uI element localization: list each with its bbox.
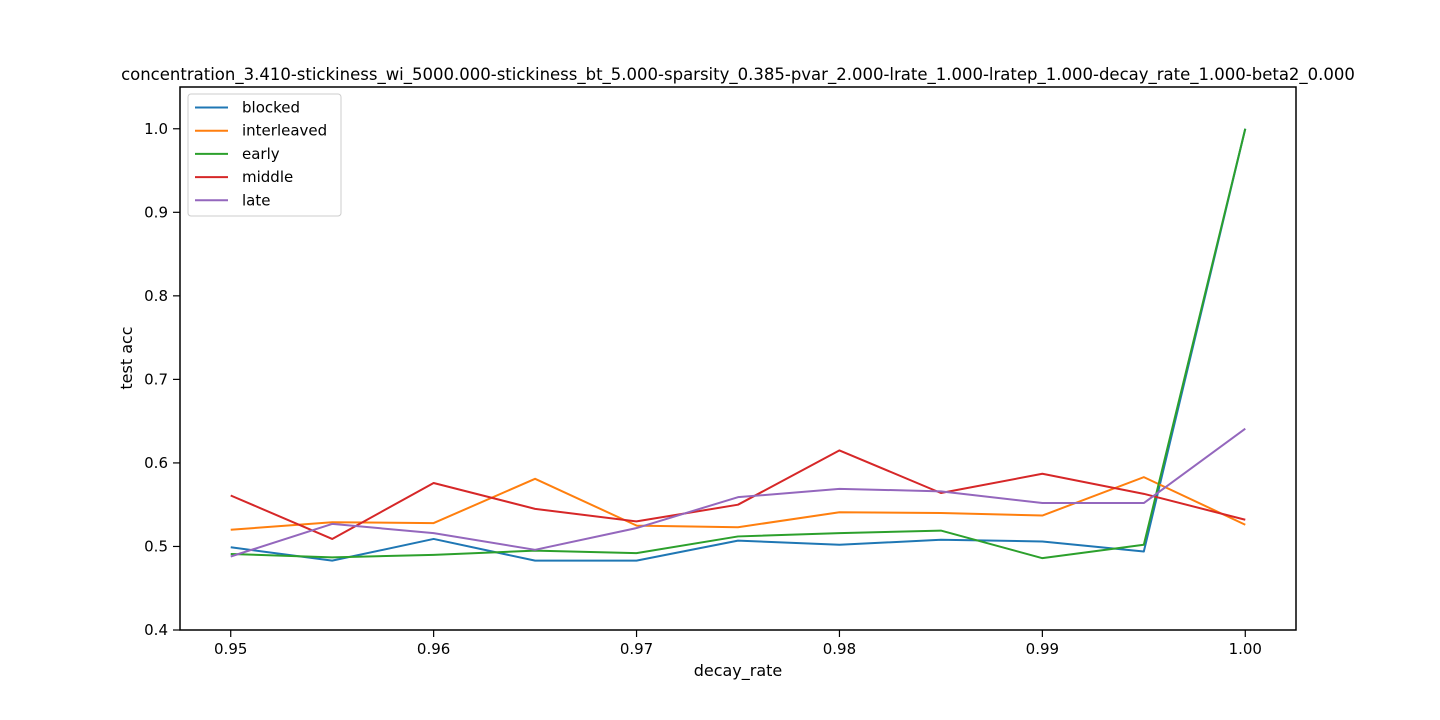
series-line-early	[230, 128, 1247, 560]
y-tick-label: 0.4	[144, 621, 168, 639]
x-axis-ticks: 0.95 0.96 0.97 0.98 0.99 1.00	[214, 630, 1262, 658]
x-tick-label: 0.97	[620, 640, 653, 658]
y-tick-label: 0.5	[144, 537, 168, 555]
legend: blocked interleaved early middle late	[187, 93, 342, 217]
legend-label-early: early	[242, 145, 280, 163]
series-line-middle	[230, 449, 1246, 540]
x-tick-label: 0.96	[417, 640, 450, 658]
legend-label-interleaved: interleaved	[242, 122, 327, 140]
plot-frame	[179, 86, 1297, 631]
series-line-blocked	[230, 128, 1247, 562]
y-tick-label: 1.0	[144, 120, 168, 138]
y-tick-label: 0.9	[144, 203, 168, 221]
x-axis-label: decay_rate	[694, 661, 783, 681]
chart-title: concentration_3.410-stickiness_wi_5000.0…	[121, 65, 1355, 85]
legend-label-middle: middle	[242, 168, 293, 186]
y-tick-label: 0.6	[144, 454, 168, 472]
y-tick-label: 0.8	[144, 287, 168, 305]
y-axis-ticks: 0.4 0.5 0.6 0.7 0.8 0.9 1.0	[144, 120, 180, 639]
x-tick-label: 0.99	[1026, 640, 1059, 658]
legend-label-late: late	[242, 191, 270, 209]
legend-box	[187, 93, 342, 217]
x-tick-label: 1.00	[1229, 640, 1262, 658]
x-tick-label: 0.98	[823, 640, 856, 658]
legend-label-blocked: blocked	[242, 99, 300, 117]
series-line-late	[230, 427, 1246, 558]
plot-lines	[230, 128, 1247, 562]
y-axis-label: test acc	[117, 326, 136, 389]
y-tick-label: 0.7	[144, 370, 168, 388]
x-tick-label: 0.95	[214, 640, 247, 658]
